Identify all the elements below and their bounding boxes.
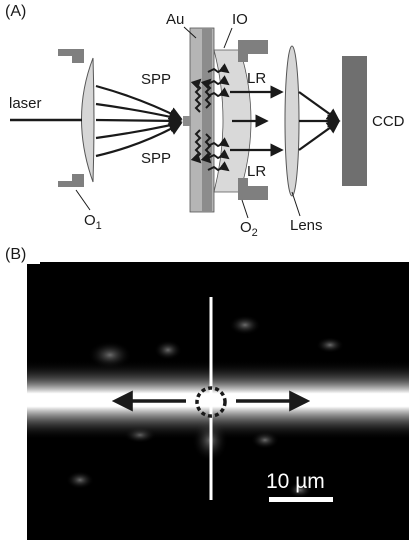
o1-housing-top [58,49,84,63]
gold-film [202,28,212,212]
label-spp-top: SPP [141,71,171,88]
label-io: IO [232,11,248,28]
defect-notch [183,116,191,126]
scale-bar [269,497,333,502]
panel-b-label-bg [0,244,40,264]
focus-ray-bottom [298,120,341,151]
collection-lens [284,45,300,197]
o2-housing-bottom [238,178,268,200]
ray-top [95,84,183,120]
spp-wave-arrows-bottom [190,129,230,172]
label-ccd: CCD [372,113,405,130]
label-lr-top: LR [247,70,266,87]
leader-o2 [241,199,249,219]
label-o2: O2 [240,219,258,239]
label-lens: Lens [290,217,323,234]
label-au: Au [166,11,184,28]
spp-beam-band [27,360,409,440]
lr-rays [230,85,284,157]
focus-ray-top [298,91,341,122]
panel-b-label: (B) [5,246,26,263]
focusing-rays [298,91,341,151]
objective-o1 [58,49,95,187]
panel-a-label: (A) [5,3,26,20]
leader-o1 [75,189,91,211]
scale-bar-label: 10 µm [266,470,325,493]
label-lr-bottom: LR [247,163,266,180]
panel-b: (B) 10 µm [0,244,409,540]
o2-housing-top [238,40,268,62]
ccd-detector [342,56,367,186]
label-spp-bottom: SPP [141,150,171,167]
gold-film-assembly [183,27,215,213]
ray-bottom [95,122,183,158]
leader-io [223,27,233,49]
o1-housing-bottom [58,174,84,187]
leader-au [183,26,197,39]
focus-spot-circle [195,386,227,418]
leader-lens [291,191,301,217]
ray-center [95,114,183,128]
o1-lens [81,57,95,183]
spp-wave-arrows-top [190,63,230,113]
label-o1: O1 [84,212,102,232]
converging-rays [95,84,183,158]
panel-a: (A) [5,3,405,239]
label-laser: laser [9,95,42,112]
